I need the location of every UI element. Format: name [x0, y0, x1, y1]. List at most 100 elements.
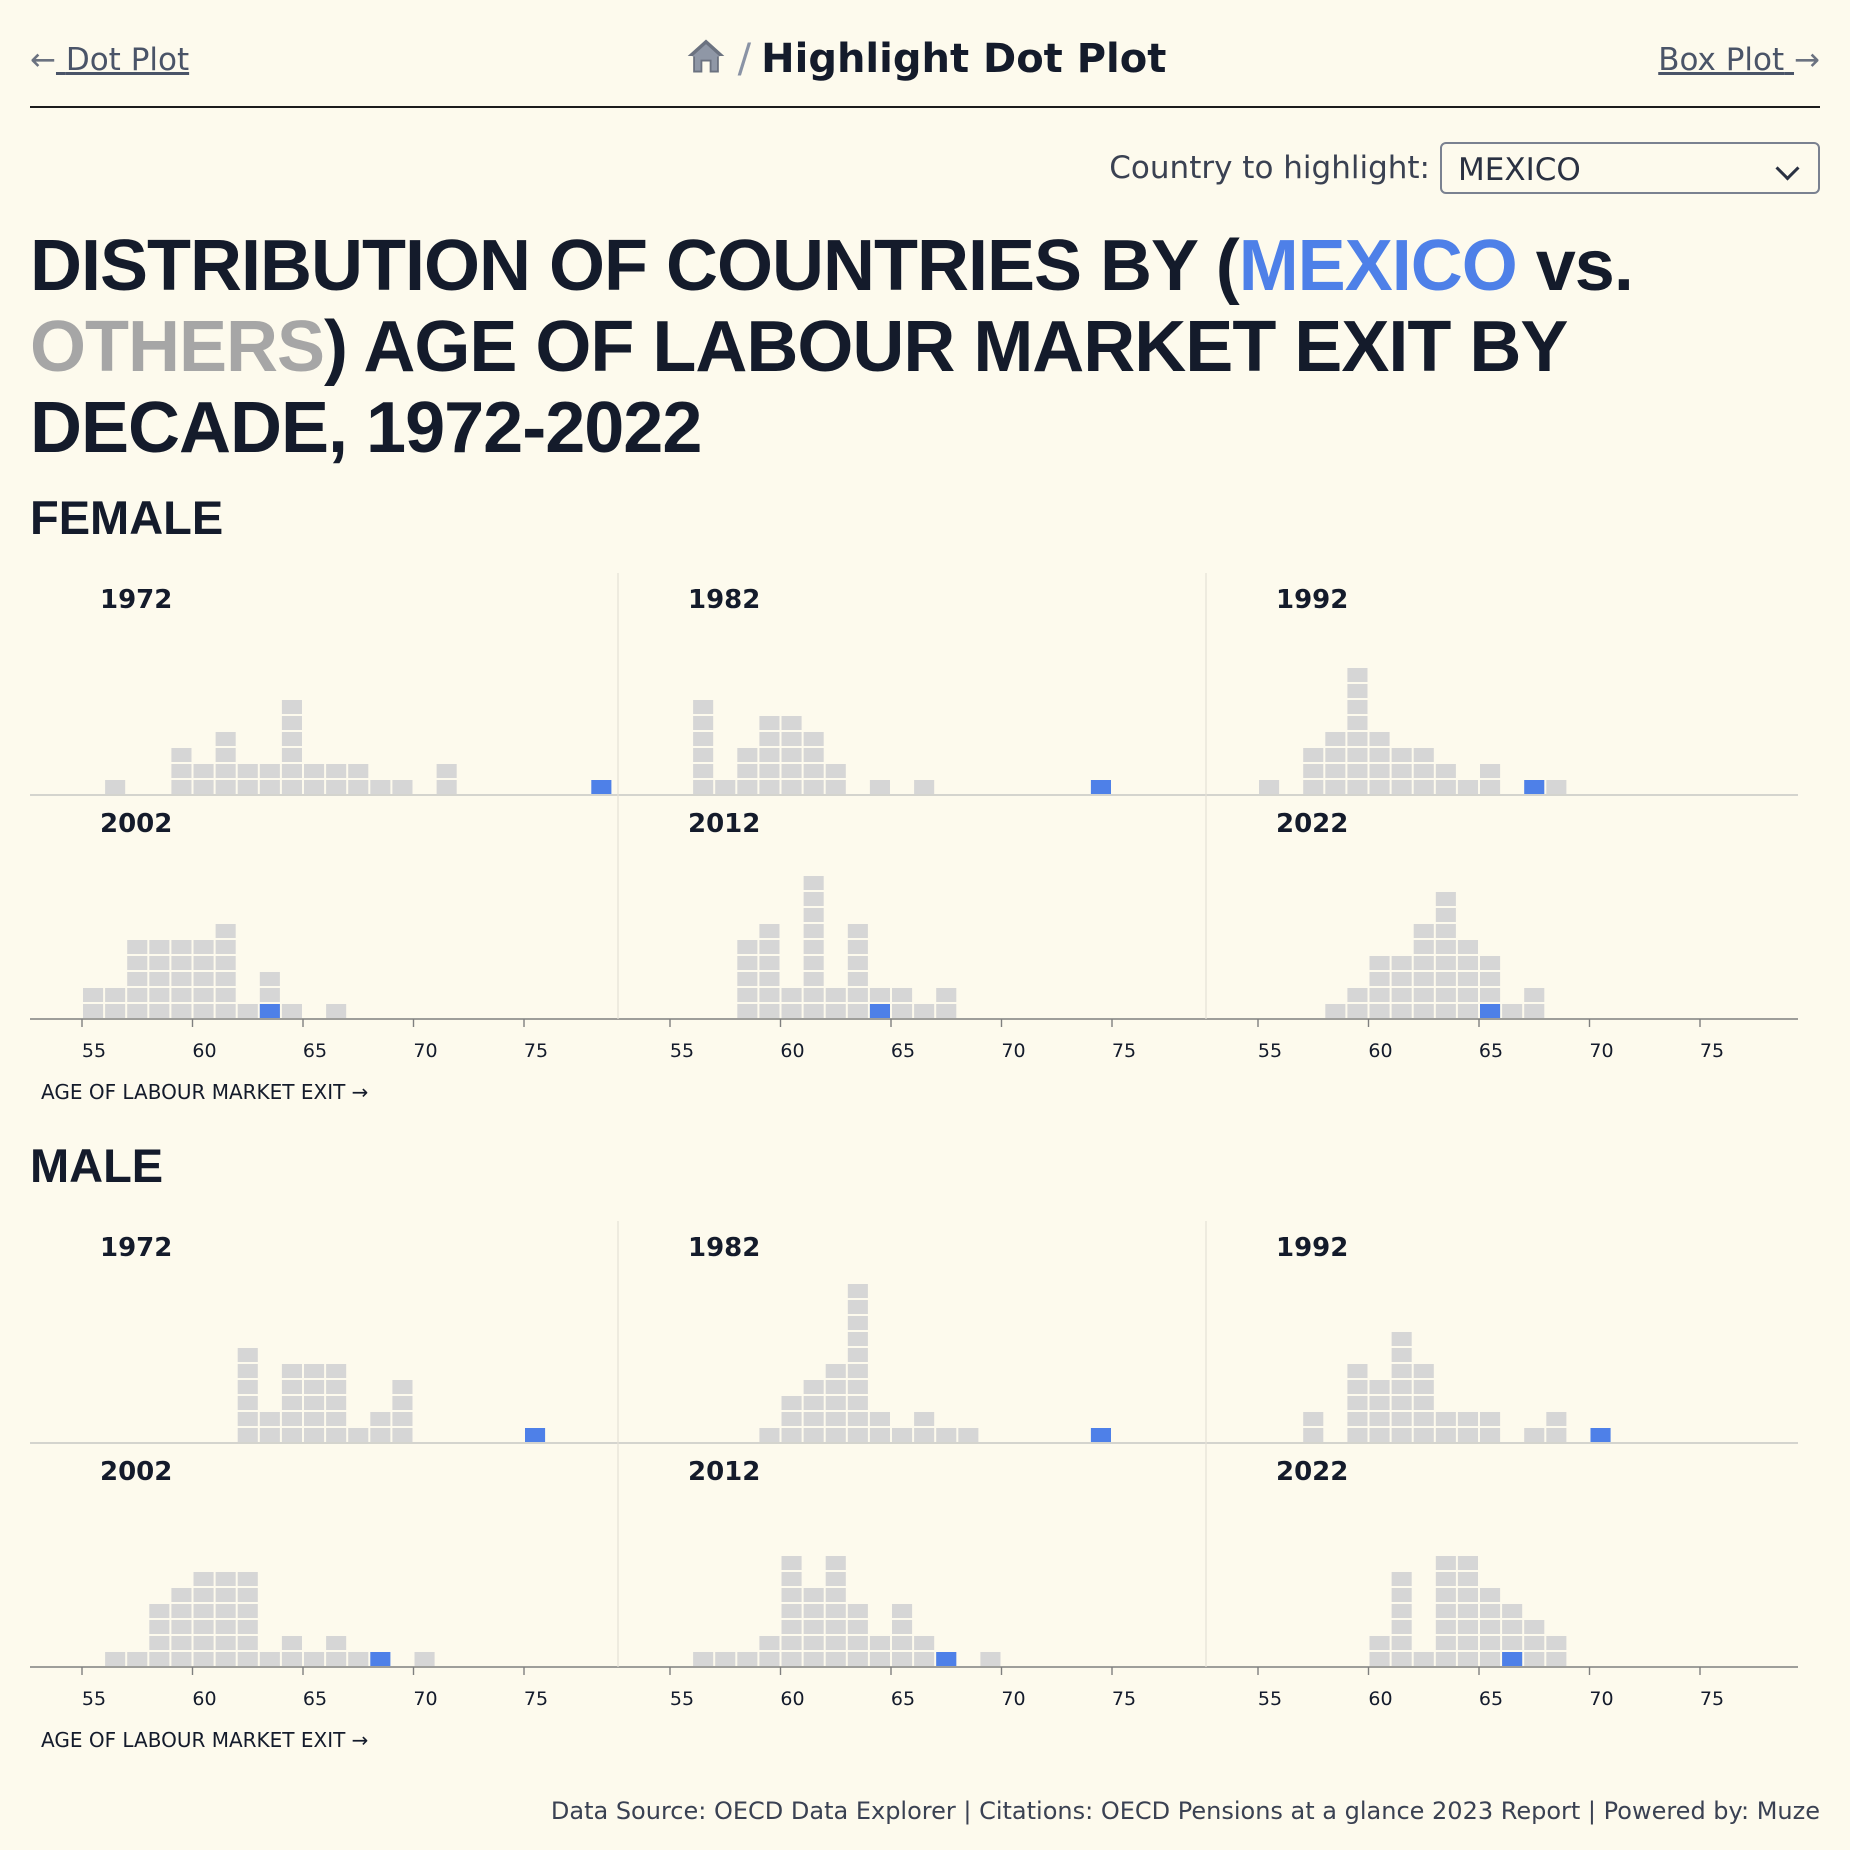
- country-dropdown[interactable]: MEXICO: [1440, 142, 1820, 194]
- x-tick-label: 75: [524, 1040, 548, 1062]
- dot-cell-other: [759, 732, 780, 746]
- dot-cell-other: [737, 1004, 758, 1018]
- dot-cell-other: [803, 764, 824, 778]
- dot-cell-other: [803, 748, 824, 762]
- dot-cell-other: [1457, 780, 1478, 794]
- x-tick-label: 65: [891, 1688, 915, 1710]
- dot-cell-other: [215, 1652, 236, 1666]
- dot-cell-other: [1413, 1428, 1434, 1442]
- dot-cell-other: [1369, 1004, 1390, 1018]
- title-highlight: MEXICO: [1238, 226, 1518, 306]
- x-tick-label: 60: [192, 1040, 216, 1062]
- next-link[interactable]: Box Plot →: [1658, 42, 1820, 78]
- dot-cell-other: [193, 1572, 214, 1586]
- dot-cell-other: [1524, 1636, 1545, 1650]
- dot-cell-other: [1347, 1380, 1368, 1394]
- prev-link[interactable]: ← Dot Plot: [30, 42, 189, 78]
- dot-cell-other: [847, 988, 868, 1002]
- dot-cell-other: [193, 972, 214, 986]
- dot-cell-other: [847, 1004, 868, 1018]
- dot-cell-other: [237, 1652, 258, 1666]
- page-title: Highlight Dot Plot: [761, 36, 1167, 82]
- dot-cell-other: [1524, 988, 1545, 1002]
- x-tick-label: 65: [1479, 1688, 1503, 1710]
- title-part-1: DISTRIBUTION OF COUNTRIES BY (: [30, 226, 1240, 306]
- dot-cell-other: [326, 1004, 347, 1018]
- dot-cell-other: [847, 1396, 868, 1410]
- dot-cell-other: [171, 940, 192, 954]
- dot-cell-other: [149, 1636, 170, 1650]
- dot-cell-other: [1369, 732, 1390, 746]
- dot-cell-other: [693, 748, 714, 762]
- dot-cell-other: [1413, 1396, 1434, 1410]
- panel-year-label: 2022: [1276, 1457, 1348, 1487]
- dot-cell-other: [436, 764, 457, 778]
- panel-year-label: 1982: [688, 1233, 760, 1263]
- dot-cell-other: [1524, 1652, 1545, 1666]
- dot-cell-other: [1480, 1412, 1501, 1426]
- panel-year-label: 2012: [688, 1457, 760, 1487]
- dot-cell-other: [171, 956, 192, 970]
- dot-cell-other: [193, 1004, 214, 1018]
- dot-cell-other: [781, 1004, 802, 1018]
- dot-cell-other: [215, 1604, 236, 1618]
- dot-cell-other: [1391, 1380, 1412, 1394]
- dot-cell-other: [759, 988, 780, 1002]
- dot-cell-other: [1391, 1332, 1412, 1346]
- dot-cell-other: [847, 1428, 868, 1442]
- dot-cell-other: [215, 956, 236, 970]
- dot-cell-other: [803, 1620, 824, 1634]
- dot-cell-other: [193, 940, 214, 954]
- dot-cell-highlight: [1524, 780, 1545, 794]
- dot-cell-other: [149, 1620, 170, 1634]
- dot-cell-other: [392, 780, 413, 794]
- dot-cell-other: [1347, 668, 1368, 682]
- dot-cell-other: [803, 780, 824, 794]
- dot-cell-other: [215, 924, 236, 938]
- dot-cell-other: [1413, 924, 1434, 938]
- dot-cell-other: [259, 1412, 280, 1426]
- dot-cell-other: [1347, 700, 1368, 714]
- dot-cell-other: [215, 748, 236, 762]
- dot-cell-other: [326, 1364, 347, 1378]
- dot-cell-other: [281, 748, 302, 762]
- dot-cell-other: [1502, 1636, 1523, 1650]
- dot-cell-other: [1369, 764, 1390, 778]
- dot-cell-other: [370, 1428, 391, 1442]
- x-tick-label: 60: [192, 1688, 216, 1710]
- dot-cell-other: [847, 924, 868, 938]
- dot-cell-other: [414, 1652, 435, 1666]
- dot-cell-other: [914, 1004, 935, 1018]
- dot-cell-other: [869, 1428, 890, 1442]
- dot-cell-other: [1303, 764, 1324, 778]
- dot-cell-other: [237, 1428, 258, 1442]
- dot-cell-other: [237, 1412, 258, 1426]
- dot-cell-other: [1369, 1652, 1390, 1666]
- dot-cell-other: [1435, 1004, 1456, 1018]
- dot-cell-other: [326, 1396, 347, 1410]
- dot-cell-other: [781, 716, 802, 730]
- dot-cell-other: [326, 1412, 347, 1426]
- dot-cell-other: [781, 732, 802, 746]
- dot-cell-other: [171, 988, 192, 1002]
- dot-cell-other: [105, 1004, 126, 1018]
- dot-cell-other: [1391, 1620, 1412, 1634]
- dot-cell-other: [781, 780, 802, 794]
- dot-cell-other: [281, 1004, 302, 1018]
- dot-cell-other: [1546, 1652, 1567, 1666]
- dot-cell-other: [1413, 988, 1434, 1002]
- dot-cell-other: [847, 1412, 868, 1426]
- dot-cell-other: [869, 1652, 890, 1666]
- dot-cell-other: [1435, 1620, 1456, 1634]
- dot-cell-other: [803, 1004, 824, 1018]
- dot-cell-other: [1435, 1652, 1456, 1666]
- dot-cell-other: [1480, 988, 1501, 1002]
- dot-cell-other: [215, 940, 236, 954]
- dot-cell-other: [1502, 1604, 1523, 1618]
- dot-cell-other: [237, 1004, 258, 1018]
- home-icon[interactable]: [684, 34, 728, 78]
- dot-cell-other: [1347, 988, 1368, 1002]
- dot-cell-other: [737, 972, 758, 986]
- dot-cell-other: [237, 1364, 258, 1378]
